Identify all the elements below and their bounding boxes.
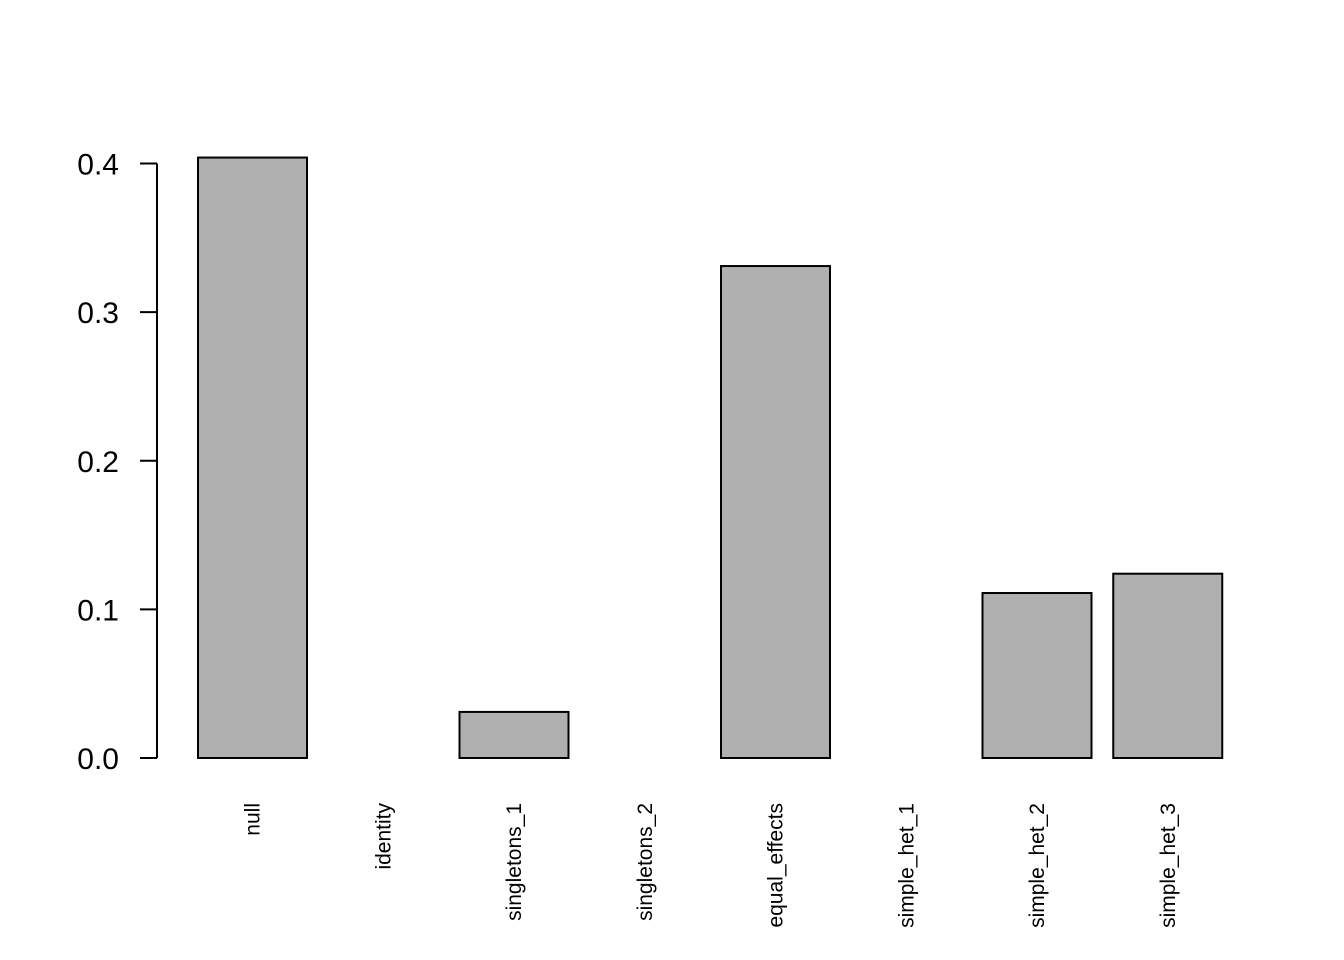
x-tick-label: singletons_1 [503,803,526,921]
y-tick-label: 0.4 [77,149,119,182]
y-tick-label: 0.3 [77,297,119,330]
y-tick-label: 0.0 [77,743,119,776]
y-tick-label: 0.1 [77,594,119,627]
x-tick-label: equal_effects [765,803,788,928]
x-tick-label: simple_het_3 [1157,803,1180,928]
y-axis: 0.0 0.1 0.2 0.3 0.4 [77,149,158,776]
bars [197,156,1224,760]
y-tick-label: 0.2 [77,446,119,479]
bar-null [197,156,308,759]
x-tick-label: null [242,803,265,836]
x-axis-labels: null identity singletons_1 singletons_2 equa… [242,803,1180,928]
bar-singletons-1 [458,710,570,760]
x-tick-label: singletons_2 [634,803,657,921]
x-tick-label: simple_het_2 [1026,803,1049,928]
bar-simple-het-2 [981,592,1093,759]
x-tick-label: identity [372,803,395,870]
bar-equal-effects [720,265,831,759]
bar-simple-het-3 [1112,572,1224,760]
x-tick-label: simple_het_1 [895,803,918,928]
